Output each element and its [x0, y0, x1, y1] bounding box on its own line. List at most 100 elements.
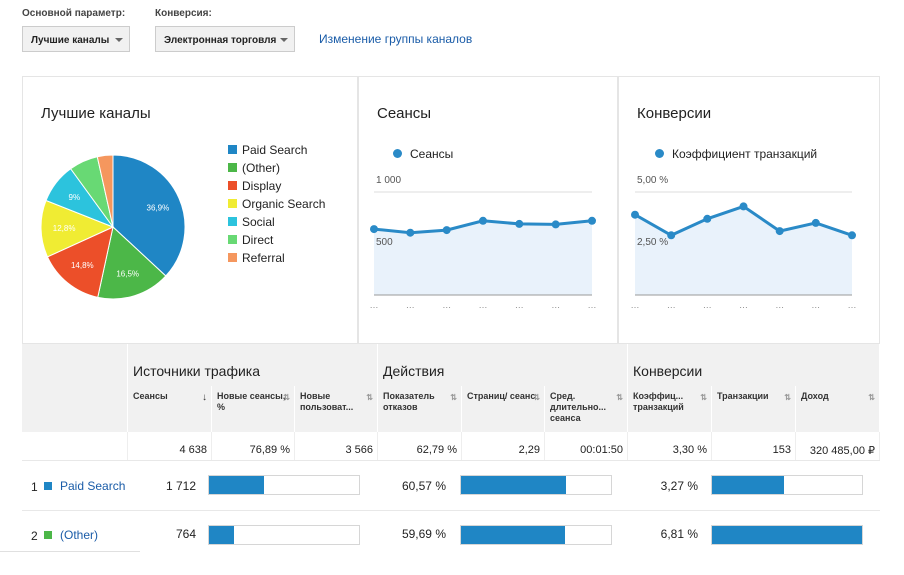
data-point[interactable] — [703, 214, 712, 223]
data-point[interactable] — [551, 220, 560, 229]
data-point[interactable] — [515, 219, 524, 228]
conversion-dropdown[interactable]: Электронная торговля — [155, 26, 295, 52]
data-point[interactable] — [370, 225, 378, 234]
data-point[interactable] — [479, 216, 487, 225]
group-header-behavior: Действия — [378, 344, 628, 386]
col-sessions-label: Сеансы — [133, 391, 168, 401]
conversions-card: Конверсии Коэффициент транзакций …………………… — [618, 76, 880, 344]
legend-item: (Other) — [228, 161, 280, 175]
primary-dimension-dropdown[interactable]: Лучшие каналы — [22, 26, 130, 52]
bounce-fill — [461, 526, 565, 544]
pie-data-label: 16,5% — [116, 270, 139, 279]
data-point[interactable] — [811, 218, 820, 227]
conversions-legend-label: Коэффициент транзакций — [672, 147, 818, 161]
data-point[interactable] — [667, 231, 676, 240]
legend-item: Referral — [228, 251, 285, 265]
pie-data-label: 9% — [69, 193, 81, 202]
x-tick-label: … — [775, 300, 784, 310]
legend-dot-icon — [393, 149, 402, 158]
sort-icon[interactable]: ⇅ — [366, 393, 373, 402]
sort-icon[interactable]: ⇅ — [450, 393, 457, 402]
sort-icon[interactable]: ⇅ — [700, 393, 707, 402]
legend-swatch — [228, 235, 237, 244]
conversions-tick-mid: 2,50 % — [637, 237, 669, 248]
channels-pie-chart: 36,9% 16,5% 14,8% 12,8% 9% — [41, 155, 186, 300]
sessions-share-bar — [208, 475, 360, 495]
series-area — [635, 206, 852, 295]
sessions-legend: Сеансы — [393, 147, 453, 161]
sort-icon[interactable]: ⇅ — [868, 393, 875, 402]
col-bounce-rate[interactable]: Показатель отказов ⇅ — [378, 386, 462, 432]
legend-item: Social — [228, 215, 275, 229]
legend-item: Direct — [228, 233, 273, 247]
conversions-tick-top: 5,00 % — [637, 175, 669, 186]
pie-slice-0[interactable] — [112, 155, 186, 277]
pie-data-label: 14,8% — [71, 261, 94, 270]
col-avg-duration-label: Сред. длительно... сеанса — [550, 391, 607, 423]
pie-slice-6[interactable] — [96, 155, 114, 228]
col-transactions-label: Транзакции — [717, 391, 769, 401]
col-transactions[interactable]: Транзакции ⇅ — [712, 386, 796, 432]
data-point[interactable] — [631, 210, 639, 219]
x-tick-label: … — [848, 300, 857, 310]
row-index: 2 — [31, 529, 38, 543]
legend-swatch — [228, 145, 237, 154]
sort-icon[interactable]: ⇅ — [784, 393, 791, 402]
row-sessions: 1 712 — [165, 479, 196, 493]
total-transactions: 153 — [712, 432, 796, 460]
total-bounce-rate: 62,79 % — [378, 432, 462, 460]
data-point[interactable] — [406, 228, 415, 237]
legend-item: Display — [228, 179, 281, 193]
row-conversion-rate: 6,81 % — [660, 527, 698, 541]
col-pages-per-session[interactable]: Страниц/ сеанс ⇅ — [462, 386, 545, 432]
x-tick-label: … — [406, 300, 415, 310]
sort-icon[interactable]: ⇅ — [533, 393, 540, 402]
table-corner-header — [22, 344, 128, 386]
sort-desc-icon[interactable]: ↓ — [202, 392, 207, 403]
data-point[interactable] — [848, 231, 856, 240]
change-channel-group-link[interactable]: Изменение группы каналов — [319, 32, 473, 46]
divider — [22, 460, 880, 461]
legend-label: Direct — [242, 233, 274, 247]
x-tick-label: … — [442, 300, 451, 310]
channels-table: Источники трафика Действия Конверсии Сеа… — [22, 344, 880, 552]
channel-link-other[interactable]: (Other) — [60, 528, 99, 542]
legend-label: Organic Search — [242, 197, 326, 211]
conversion-value: Электронная торговля — [164, 35, 277, 46]
col-revenue-label: Доход — [801, 391, 829, 401]
col-revenue[interactable]: Доход ⇅ — [796, 386, 880, 432]
group-header-conversions: Конверсии — [628, 344, 880, 386]
col-sessions[interactable]: Сеансы ↓ — [128, 386, 212, 432]
x-tick-label: … — [811, 300, 820, 310]
sessions-legend-label: Сеансы — [410, 147, 454, 161]
x-tick-label: … — [703, 300, 712, 310]
row-bounce-rate: 59,69 % — [401, 527, 446, 541]
table-row: 1 Paid Search 1 712 60,57 % 3,27 % — [22, 461, 880, 511]
legend-swatch — [228, 199, 237, 208]
pie-slice-2[interactable] — [46, 226, 114, 298]
legend-label: Display — [242, 179, 282, 193]
row-color-swatch — [44, 531, 52, 539]
data-point[interactable] — [588, 216, 596, 225]
channel-link-paid-search[interactable]: Paid Search — [60, 479, 126, 493]
data-point[interactable] — [739, 202, 748, 211]
legend-swatch — [228, 163, 237, 172]
sort-icon[interactable]: ⇅ — [283, 393, 290, 402]
col-new-sessions[interactable]: Новые сеансы, % ⇅ — [212, 386, 295, 432]
data-point[interactable] — [775, 227, 784, 236]
sessions-card: Сеансы Сеансы … … … … … … … 1 000 500 — [358, 76, 618, 344]
col-pages-per-session-label: Страниц/ сеанс — [467, 391, 536, 401]
sort-icon[interactable]: ⇅ — [616, 393, 623, 402]
table-row: 2 (Other) 764 59,69 % 6,81 % — [22, 511, 880, 552]
col-new-users[interactable]: Новые пользоват... ⇅ — [295, 386, 378, 432]
col-avg-duration[interactable]: Сред. длительно... сеанса ⇅ — [545, 386, 628, 432]
data-point[interactable] — [442, 226, 451, 235]
totals-label-cell — [22, 432, 128, 460]
pie-slice-3[interactable] — [41, 199, 115, 258]
total-conversion-rate: 3,30 % — [628, 432, 712, 460]
col-conversion-rate[interactable]: Коэффиц... транзакций ⇅ — [628, 386, 712, 432]
pie-slice-1[interactable] — [97, 226, 167, 300]
sessions-tick-top: 1 000 — [376, 175, 402, 186]
chevron-down-icon — [280, 38, 288, 42]
legend-swatch — [228, 181, 237, 190]
